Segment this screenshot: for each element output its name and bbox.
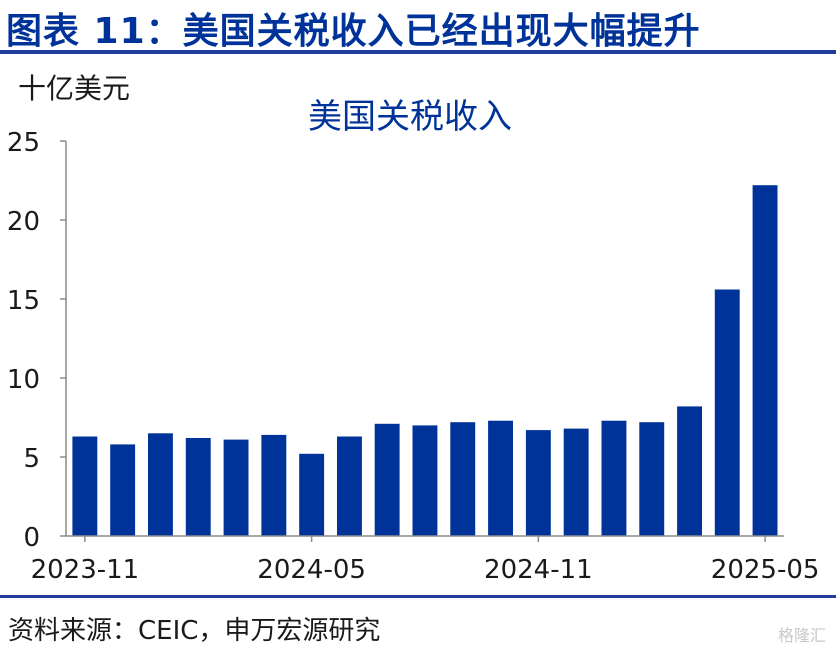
bar-2024-06 xyxy=(337,436,362,536)
axes-group xyxy=(60,140,784,542)
bar-2024-11 xyxy=(525,430,551,536)
y-axis-unit-label: 十亿美元 xyxy=(18,72,130,105)
x-tick-labels: 2023-11 2024-05 2024-11 2025-05 xyxy=(31,555,820,585)
y-tick-labels: 0 5 10 15 20 25 xyxy=(7,128,40,553)
bar-2025-05 xyxy=(752,185,778,536)
bar-2024-08 xyxy=(412,425,438,536)
source-note: 资料来源：CEIC，申万宏源研究 xyxy=(8,616,381,646)
watermark: 格隆汇 xyxy=(777,626,826,645)
figure-header: 图表 11：美国关税收入已经出现大幅提升 xyxy=(0,0,836,58)
bar-2024-02 xyxy=(185,438,211,536)
x-tick-label: 2023-11 xyxy=(31,555,140,585)
bar-2023-11 xyxy=(72,436,98,536)
bar-2025-04 xyxy=(714,289,740,536)
bar-2025-03 xyxy=(677,406,702,536)
bar-2024-10 xyxy=(488,420,513,536)
figure-title: 图表 11：美国关税收入已经出现大幅提升 xyxy=(6,11,701,52)
bar-2024-04 xyxy=(261,434,287,536)
bar-2024-03 xyxy=(223,439,249,536)
y-tick-label: 20 xyxy=(7,207,40,237)
bar-2023-12 xyxy=(110,444,136,536)
x-tick-label: 2024-05 xyxy=(257,555,366,585)
x-tick-label: 2024-11 xyxy=(484,555,593,585)
y-tick-label: 5 xyxy=(23,444,40,474)
title-divider xyxy=(0,50,836,54)
chart-title: 美国关税收入 xyxy=(308,97,512,137)
y-tick-label: 10 xyxy=(7,365,40,395)
x-tick-label: 2025-05 xyxy=(711,555,820,585)
bars-group xyxy=(72,185,778,536)
bar-2024-12 xyxy=(563,428,589,536)
y-tick-label: 15 xyxy=(7,286,40,316)
chart-area: 十亿美元 美国关税收入 0 5 10 15 20 25 2023-11 2024-05 202… xyxy=(0,58,836,594)
bar-2024-01 xyxy=(148,433,173,536)
y-tick-label: 25 xyxy=(7,128,40,158)
y-tick-label: 0 xyxy=(23,523,40,553)
bar-2024-07 xyxy=(374,423,400,536)
bar-2025-01 xyxy=(601,420,627,536)
bar-2025-02 xyxy=(639,422,665,536)
bar-2024-05 xyxy=(299,453,325,536)
footer-divider xyxy=(0,595,836,598)
bar-2024-09 xyxy=(450,422,476,536)
